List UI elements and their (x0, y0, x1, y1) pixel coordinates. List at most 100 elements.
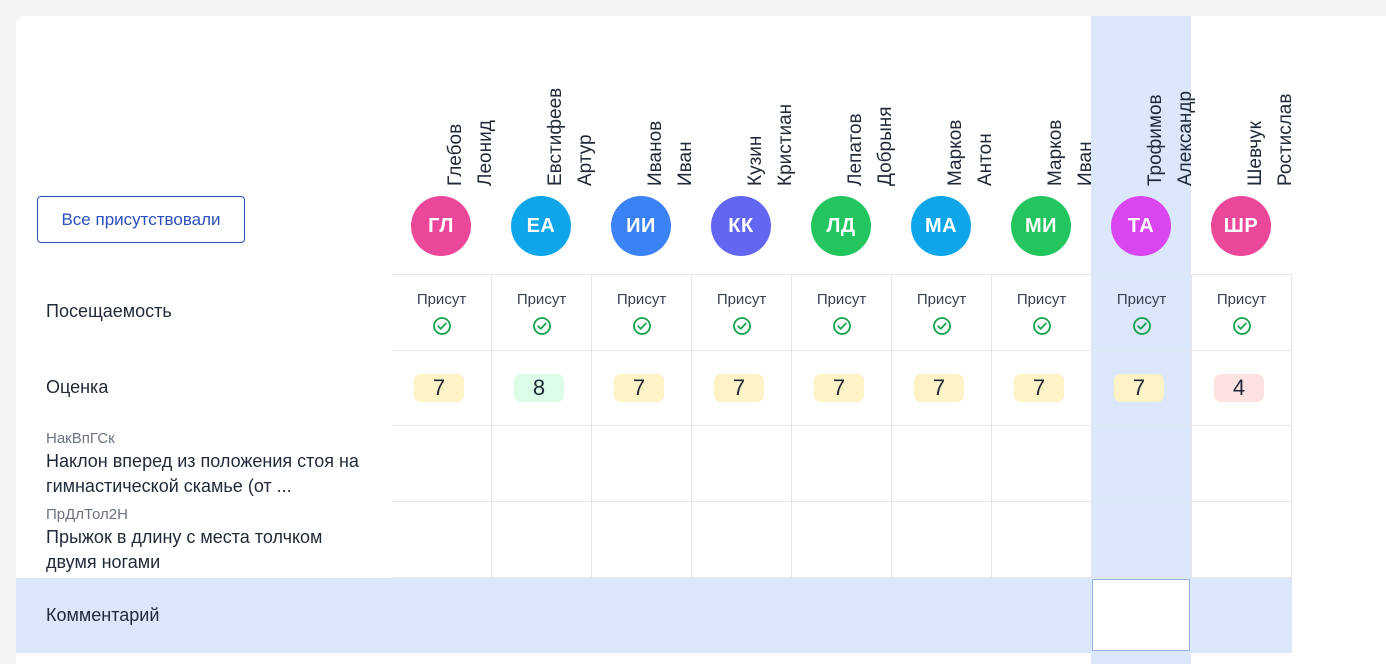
grade-row: 7 8 7 7 7 7 7 7 4 (392, 350, 1292, 426)
student-avatar[interactable]: ШР (1211, 196, 1271, 256)
exercise-result-cell[interactable] (792, 426, 892, 502)
comment-input[interactable] (1092, 579, 1190, 651)
grade-cell[interactable]: 7 (792, 350, 892, 426)
grade-badge: 7 (1114, 374, 1164, 402)
student-last-name: Лепатов (845, 113, 866, 186)
student-avatar[interactable]: ИИ (611, 196, 671, 256)
attendance-cell[interactable]: Присут (592, 275, 692, 351)
attendance-cell[interactable]: Присут (792, 275, 892, 351)
student-name: Лепатов Добрыня (791, 16, 896, 186)
student-column-header[interactable]: Лепатов Добрыня ЛД (791, 16, 896, 274)
grade-cell[interactable]: 8 (492, 350, 592, 426)
exercise-result-cell[interactable] (792, 502, 892, 578)
attendance-status: Присут (616, 291, 667, 308)
student-column-header[interactable]: Трофимов Александр ТА (1091, 16, 1196, 274)
attendance-row-label: Посещаемость (46, 301, 172, 321)
comment-row (16, 578, 1292, 653)
student-avatar[interactable]: ЕА (511, 196, 571, 256)
student-avatar[interactable]: МА (911, 196, 971, 256)
grade-badge: 7 (1014, 374, 1064, 402)
student-column-header[interactable]: Марков Иван МИ (991, 16, 1096, 274)
exercise-result-cell[interactable] (1092, 502, 1192, 578)
attendance-cell[interactable]: Присут (492, 275, 592, 351)
student-name: Глебов Леонид (391, 16, 496, 186)
student-avatar[interactable]: МИ (1011, 196, 1071, 256)
exercise-result-cell[interactable] (892, 502, 992, 578)
attendance-status: Присут (1216, 291, 1267, 308)
grade-badge: 7 (914, 374, 964, 402)
exercise-result-cell[interactable] (492, 502, 592, 578)
attendance-cell[interactable]: Присут (892, 275, 992, 351)
student-last-name: Марков (1045, 119, 1066, 186)
exercise-result-cell[interactable] (392, 502, 492, 578)
grade-cell[interactable]: 7 (692, 350, 792, 426)
exercise-code: ПрДлТол2Н (46, 506, 128, 523)
check-circle-icon (1132, 317, 1151, 335)
student-column-header[interactable]: Шевчук Ростислав ШР (1191, 16, 1296, 274)
student-last-name: Трофимов (1145, 94, 1166, 186)
attendance-cell[interactable]: Присут (1192, 275, 1292, 351)
exercise-result-cell[interactable] (692, 426, 792, 502)
exercise-result-cell[interactable] (1192, 502, 1292, 578)
student-avatar[interactable]: ЛД (811, 196, 871, 256)
grade-cell[interactable]: 4 (1192, 350, 1292, 426)
exercise-result-cell[interactable] (492, 426, 592, 502)
selected-column-highlight (1091, 16, 1191, 664)
exercise-result-cell[interactable] (392, 426, 492, 502)
grade-badge: 7 (714, 374, 764, 402)
exercise-result-cell[interactable] (1192, 426, 1292, 502)
student-last-name: Кузин (745, 135, 766, 186)
attendance-cell[interactable]: Присут (992, 275, 1092, 351)
student-last-name: Иванов (645, 120, 666, 186)
attendance-status: Присут (716, 291, 767, 308)
exercise-result-cell[interactable] (992, 426, 1092, 502)
comment-row-label: Комментарий (46, 605, 160, 625)
grade-badge: 8 (514, 374, 564, 402)
student-last-name: Глебов (445, 123, 466, 186)
check-circle-icon (1232, 317, 1251, 335)
attendance-status: Присут (916, 291, 967, 308)
student-column-header[interactable]: Марков Антон МА (891, 16, 996, 274)
student-column-header[interactable]: Евстифеев Артур ЕА (491, 16, 596, 274)
attendance-cell[interactable]: Присут (1092, 275, 1192, 351)
attendance-row: Присут Присут Присут Присут Присут Присут Прис… (392, 274, 1292, 351)
student-name: Марков Антон (891, 16, 996, 186)
attendance-cell[interactable]: Присут (692, 275, 792, 351)
exercise-result-cell[interactable] (992, 502, 1092, 578)
check-circle-icon (632, 317, 651, 335)
student-column-header[interactable]: Глебов Леонид ГЛ (391, 16, 496, 274)
exercise-result-cell[interactable] (1092, 426, 1192, 502)
student-column-header[interactable]: Иванов Иван ИИ (591, 16, 696, 274)
exercise-result-cell[interactable] (892, 426, 992, 502)
grade-cell[interactable]: 7 (1092, 350, 1192, 426)
exercise-result-cell[interactable] (592, 502, 692, 578)
student-name: Трофимов Александр (1091, 16, 1196, 186)
grade-badge: 7 (614, 374, 664, 402)
student-avatar[interactable]: КК (711, 196, 771, 256)
attendance-status: Присут (816, 291, 867, 308)
attendance-cell[interactable]: Присут (392, 275, 492, 351)
attendance-status: Присут (1016, 291, 1067, 308)
grade-cell[interactable]: 7 (992, 350, 1092, 426)
grade-row-label: Оценка (46, 377, 109, 397)
exercise-result-cell[interactable] (692, 502, 792, 578)
check-circle-icon (432, 317, 451, 335)
student-name: Кузин Кристиан (691, 16, 796, 186)
student-name: Евстифеев Артур (491, 16, 596, 186)
student-last-name: Шевчук (1245, 121, 1266, 186)
check-circle-icon (732, 317, 751, 335)
grade-cell[interactable]: 7 (592, 350, 692, 426)
all-present-button[interactable]: Все присутствовали (37, 196, 245, 243)
check-circle-icon (532, 317, 551, 335)
check-circle-icon (932, 317, 951, 335)
student-avatar[interactable]: ТА (1111, 196, 1171, 256)
student-name: Иванов Иван (591, 16, 696, 186)
student-avatar[interactable]: ГЛ (411, 196, 471, 256)
student-name: Марков Иван (991, 16, 1096, 186)
exercise-result-cell[interactable] (592, 426, 692, 502)
grade-cell[interactable]: 7 (892, 350, 992, 426)
student-column-header[interactable]: Кузин Кристиан КК (691, 16, 796, 274)
student-last-name: Марков (945, 119, 966, 186)
grade-cell[interactable]: 7 (392, 350, 492, 426)
attendance-status: Присут (516, 291, 567, 308)
